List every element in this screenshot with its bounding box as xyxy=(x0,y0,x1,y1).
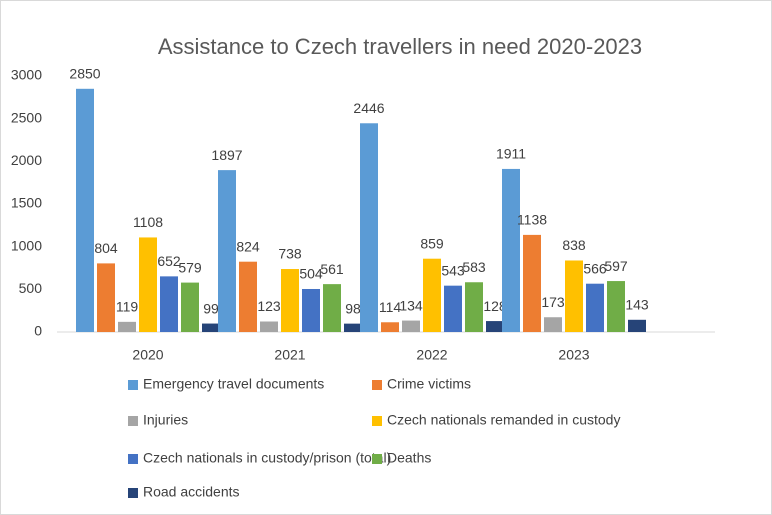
value-label: 99 xyxy=(203,300,219,316)
bar xyxy=(302,288,320,332)
value-label: 1897 xyxy=(211,147,242,163)
legend-swatch xyxy=(128,488,138,498)
value-label: 504 xyxy=(299,266,323,282)
y-tick-label: 1500 xyxy=(11,195,42,211)
x-tick-label: 2020 xyxy=(132,347,163,363)
bar xyxy=(544,317,562,332)
bar xyxy=(444,285,462,332)
value-label: 143 xyxy=(625,297,649,313)
value-label: 114 xyxy=(379,299,402,315)
legend-label: Deaths xyxy=(387,450,431,466)
bar xyxy=(323,284,341,332)
y-tick-label: 1000 xyxy=(11,237,42,253)
legend-label: Czech nationals in custody/prison (total… xyxy=(143,450,391,466)
legend-swatch xyxy=(372,416,382,426)
legend-swatch xyxy=(372,454,382,464)
legend-label: Injuries xyxy=(143,412,188,428)
bar xyxy=(586,283,604,332)
legend-label: Crime victims xyxy=(387,376,471,392)
value-label: 597 xyxy=(604,258,628,274)
bar xyxy=(181,282,199,332)
bar xyxy=(118,321,136,332)
value-label: 98 xyxy=(345,300,361,316)
y-tick-label: 2000 xyxy=(11,152,42,168)
value-label: 859 xyxy=(420,235,444,251)
value-label: 1108 xyxy=(133,214,163,230)
y-tick-label: 2500 xyxy=(11,109,42,125)
chart-title: Assistance to Czech travellers in need 2… xyxy=(158,34,642,59)
value-label: 134 xyxy=(399,297,423,313)
legend-swatch xyxy=(128,380,138,390)
value-label: 173 xyxy=(541,294,565,310)
value-label: 2850 xyxy=(69,66,100,82)
y-tick-label: 3000 xyxy=(11,67,42,83)
x-tick-label: 2023 xyxy=(558,347,589,363)
value-label: 543 xyxy=(441,262,465,278)
bar xyxy=(76,88,94,332)
legend-swatch xyxy=(128,416,138,426)
bar xyxy=(360,123,378,333)
value-label: 1138 xyxy=(517,212,547,228)
value-label: 2446 xyxy=(353,100,384,116)
legend-label: Emergency travel documents xyxy=(143,376,324,392)
value-label: 119 xyxy=(116,299,139,315)
value-label: 1911 xyxy=(496,146,526,162)
bar xyxy=(97,263,115,332)
legend-label: Czech nationals remanded in custody xyxy=(387,412,620,428)
value-label: 579 xyxy=(178,259,202,275)
bar xyxy=(218,170,236,332)
value-label: 738 xyxy=(278,246,302,262)
y-tick-label: 500 xyxy=(19,280,43,296)
legend-swatch xyxy=(128,454,138,464)
bar xyxy=(160,276,178,332)
bar xyxy=(523,234,541,332)
bar xyxy=(402,320,420,332)
value-label: 123 xyxy=(257,298,281,314)
value-label: 652 xyxy=(157,253,181,269)
y-tick-label: 0 xyxy=(34,323,42,339)
value-label: 838 xyxy=(562,237,586,253)
bar xyxy=(202,323,220,332)
bar xyxy=(260,321,278,332)
bar xyxy=(344,323,362,332)
value-label: 804 xyxy=(94,240,118,256)
bar xyxy=(381,322,399,332)
bar xyxy=(565,260,583,332)
bar xyxy=(628,319,646,332)
bar xyxy=(502,168,520,332)
value-label: 824 xyxy=(236,238,260,254)
bar xyxy=(239,261,257,332)
bar xyxy=(465,282,483,332)
bar xyxy=(607,281,625,332)
bar xyxy=(139,237,157,332)
value-label: 583 xyxy=(462,259,486,275)
value-label: 128 xyxy=(483,298,507,314)
x-tick-label: 2021 xyxy=(274,347,305,363)
value-label: 561 xyxy=(320,261,344,277)
bar xyxy=(281,269,299,332)
x-tick-label: 2022 xyxy=(416,347,447,363)
bar xyxy=(486,321,504,332)
legend-label: Road accidents xyxy=(143,484,240,500)
value-label: 566 xyxy=(583,260,607,276)
legend-swatch xyxy=(372,380,382,390)
bar xyxy=(423,258,441,332)
